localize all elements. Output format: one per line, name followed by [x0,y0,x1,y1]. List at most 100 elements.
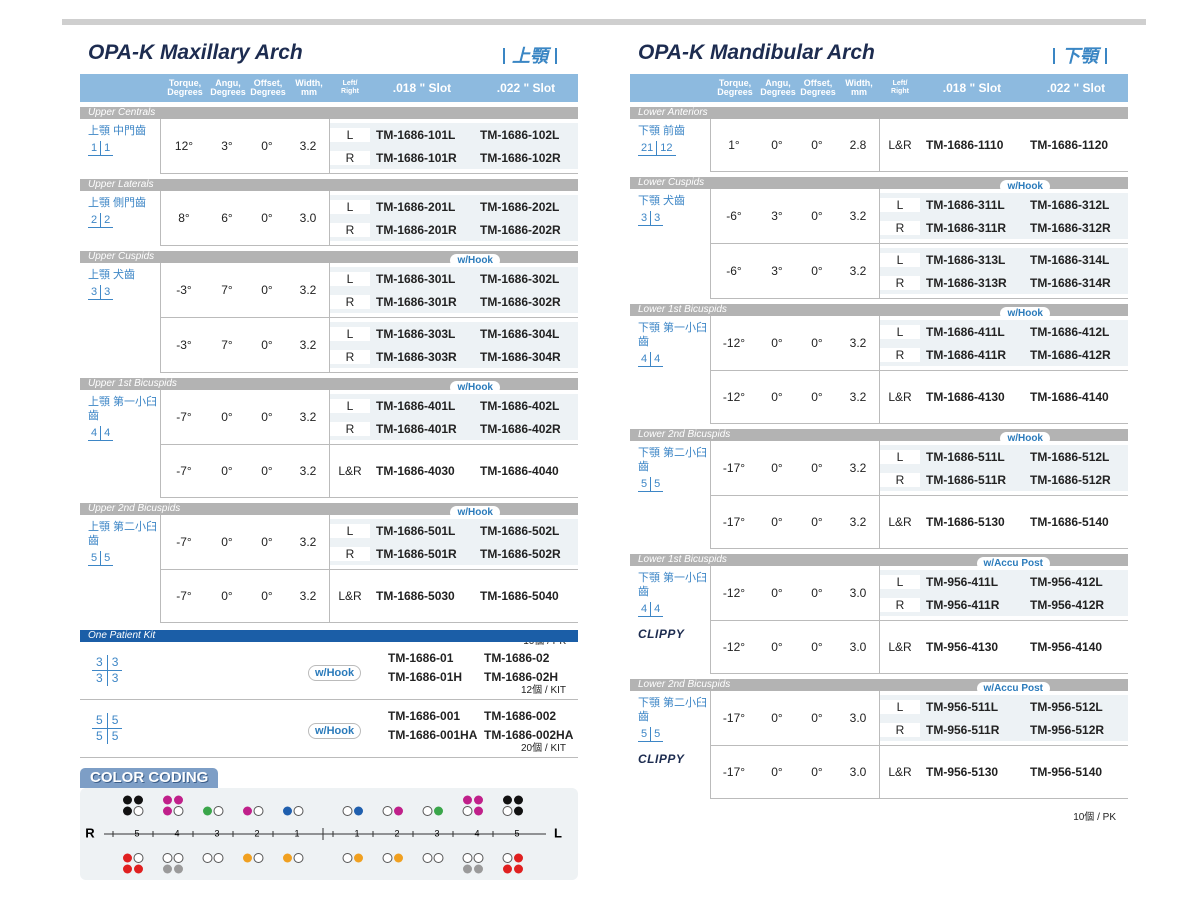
color-dot [123,853,132,863]
part-code: TM-1686-501L [376,523,456,538]
kit-code-line: TM-1686-01 TM-1686-02 [388,649,584,668]
part-code: TM-1686-304L [480,326,560,341]
tooth-digit: 2 [88,213,102,227]
section-bar: Upper Laterals [80,179,578,191]
spec-value: 1° [728,138,740,152]
part-code: TM-1686-402L [480,398,560,413]
color-dot [433,853,444,863]
side: L&R [888,515,912,529]
color-dot [283,853,292,863]
spec-value: 3.2 [299,338,317,352]
color-dot [354,806,363,816]
arch-panel: OPA-K Mandibular Arch 下顎 Torque, Degrees Ang… [630,38,1128,823]
color-dot [134,864,143,874]
spec-value: 3.2 [849,390,867,404]
spec-value: 3.2 [849,515,867,529]
tooth-digit: 5 [88,551,102,565]
group-rows: 8° 6° 0° 3.0 L TM-1686-201L TM-1686-202L R TM-16… [161,191,578,246]
code-line: R TM-1686-401R TM-1686-402R [330,417,578,440]
spec-value: 0° [771,390,783,404]
top-rule [62,19,1146,25]
spec-value: 0° [771,765,783,779]
color-dot [123,806,132,816]
spec-value: 3.0 [849,711,867,725]
color-dot [474,806,483,816]
spec-value: 0° [771,711,783,725]
header-text: Left/ [342,80,358,87]
hook-label: w/Hook [450,254,500,267]
code-line: R TM-1686-501R TM-1686-502R [330,542,578,565]
code-cell: L TM-1686-301L TM-1686-302L R TM-1686-301R TM… [329,263,578,317]
tooth-cell: 上顎 側門齒 2 2 [80,191,161,246]
part-code: TM-1686-5040 [480,589,559,603]
scale-number: 4 [174,828,179,838]
scale-number: 4 [474,828,479,838]
kit-code: TM-1686-01 [388,651,454,665]
code-cell: L TM-1686-303L TM-1686-304L R TM-1686-303R TM… [329,318,578,372]
color-dot [514,853,523,863]
side: R [330,421,370,436]
code-cell: L&R TM-1686-5030 TM-1686-5040 [329,570,578,622]
section-bar: Upper 2nd Bicuspids w/Hook [80,503,578,519]
color-dot [503,795,512,805]
header-cell: Left/Right [330,80,370,96]
color-dot [202,853,213,863]
spec-value: 2.8 [849,138,867,152]
part-code: TM-1686-302R [480,294,561,309]
code-cell: L TM-1686-201L TM-1686-202L R TM-1686-201R TM… [329,191,578,245]
spec-row: 8° 6° 0° 3.0 L TM-1686-201L TM-1686-202L R TM-16… [161,191,578,246]
header-cell: .018 " Slot [370,82,474,94]
color-dot [253,853,264,863]
side: L [330,199,370,214]
color-dot [174,864,183,874]
color-dot [382,853,393,863]
spec-value: 7° [221,338,233,352]
tooth-digit: 2 [104,214,111,226]
part-code: TM-1686-1120 [1030,138,1109,152]
spec-value: 0° [771,586,783,600]
group-body: 下顎 犬齒 3 3 -6° 3° 0° 3.2 L TM-1686-311L TM-1686-31… [630,189,1128,299]
group-rows: 12° 3° 0° 3.2 L TM-1686-101L TM-1686-102L R TM-1… [161,119,578,174]
tooth-cell: 上顎 中門齒 1 1 [80,119,161,174]
code-line: L TM-1686-101L TM-1686-102L [330,123,578,146]
tooth-name: 上顎 犬齒 [88,269,136,281]
panel-title: OPA-K Mandibular Arch 下顎 [630,38,1128,70]
side: L [880,699,920,714]
header-text: Degrees [717,87,753,97]
part-code: TM-1686-412R [1030,347,1111,362]
spec-value: 0° [261,139,273,153]
part-code: TM-1686-301L [376,271,456,286]
color-dot [434,806,443,816]
group-rows: -7° 0° 0° 3.2 L TM-1686-501L TM-1686-502L R TM-1… [161,515,578,623]
spec-value: -12° [722,336,746,350]
kit-code-line: TM-1686-001HA TM-1686-002HA [388,726,584,745]
scale-number: 2 [394,828,399,838]
part-code: TM-1686-201R [376,222,457,237]
color-dot [473,853,484,863]
part-code: TM-1686-202L [480,199,560,214]
code-line: L&R TM-956-4130 TM-956-4140 [880,636,1128,659]
spec-value: 0° [811,586,823,600]
spec-value: 0° [811,765,823,779]
section-bar: Upper 1st Bicuspids w/Hook [80,378,578,394]
hook-label: w/Hook [1000,432,1050,445]
color-dot [474,864,483,874]
spec-value: -17° [722,711,746,725]
kit-row: 3 3 3 3 w/Hook TM-1686-01 TM-1686-02 TM-1686-01… [80,643,578,700]
part-code: TM-1686-1110 [926,138,1004,152]
part-code: TM-1686-303R [376,349,457,364]
side: L&R [888,765,912,779]
side-label: R [85,825,95,840]
side: L [880,574,920,589]
code-line: L TM-956-511L TM-956-512L [880,695,1128,718]
code-cell: L&R TM-956-4130 TM-956-4140 [879,621,1128,673]
spec-value: -17° [722,461,746,475]
color-dot [243,806,252,816]
code-cell: L TM-1686-101L TM-1686-102L R TM-1686-101R TM… [329,119,578,173]
color-dot [514,864,523,874]
